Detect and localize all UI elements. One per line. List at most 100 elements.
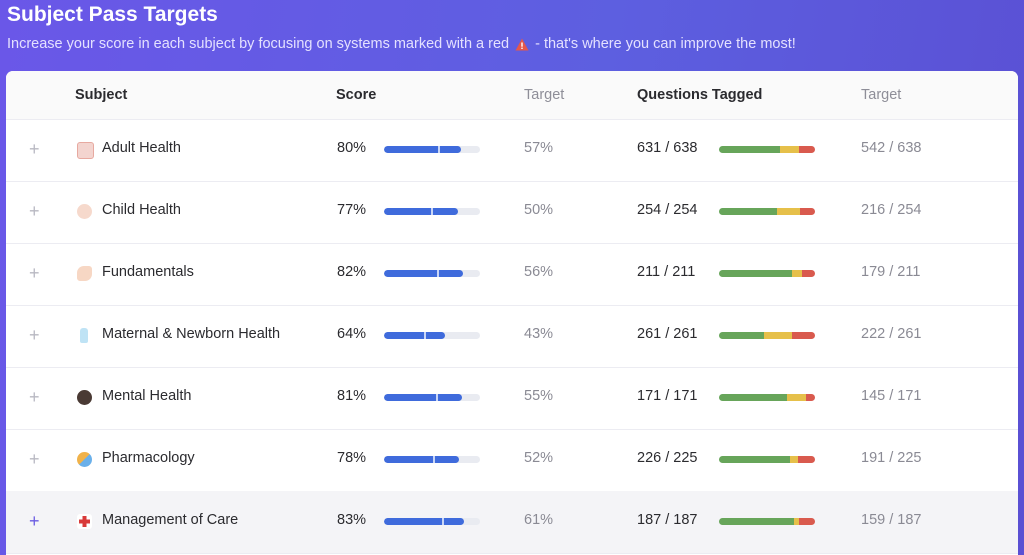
score-target-marker — [431, 208, 433, 215]
score-target-marker — [441, 518, 444, 525]
subtitle-text-after: - that's where you can improve the most! — [535, 36, 796, 52]
distribution-red-segment — [806, 394, 815, 401]
distribution-green-segment — [719, 394, 788, 401]
questions-distribution-bar — [719, 332, 815, 339]
distribution-green-segment — [719, 146, 781, 153]
target-value: 50% — [524, 202, 554, 218]
questions-distribution-bar — [719, 456, 815, 463]
subject-name[interactable]: Fundamentals — [102, 264, 194, 280]
expand-button[interactable]: + — [29, 387, 40, 407]
subject-name[interactable]: Maternal & Newborn Health — [102, 326, 281, 342]
target-questions-value: 145 / 171 — [861, 388, 922, 404]
score-progress-fill — [384, 146, 461, 153]
score-value: 81% — [337, 388, 367, 404]
target-value: 52% — [524, 450, 554, 466]
score-progress-bar — [384, 518, 480, 525]
adult-health-icon — [77, 142, 94, 159]
score-value: 82% — [337, 264, 367, 280]
fundamentals-icon — [77, 266, 92, 281]
table-row[interactable]: + Pharmacology 78% 52% 226 / 225 191 / 225 — [6, 429, 1018, 492]
score-progress-bar — [384, 332, 480, 339]
target-questions-value: 542 / 638 — [861, 140, 922, 156]
pharmacology-icon — [77, 452, 92, 467]
score-progress-bar — [384, 456, 480, 463]
target-value: 56% — [524, 264, 554, 280]
score-progress-fill — [384, 208, 458, 215]
subject-name[interactable]: Adult Health — [102, 140, 181, 156]
score-value: 80% — [337, 140, 367, 156]
subject-name[interactable]: Management of Care — [102, 512, 239, 528]
distribution-yellow-segment — [787, 394, 807, 401]
distribution-yellow-segment — [791, 270, 802, 277]
header-subject[interactable]: Subject — [75, 87, 128, 103]
table-row[interactable]: + Fundamentals 82% 56% 211 / 211 179 / 211 — [6, 243, 1018, 306]
score-progress-fill — [384, 270, 463, 277]
score-value: 78% — [337, 450, 367, 466]
questions-tagged-value: 631 / 638 — [637, 140, 698, 156]
distribution-red-segment — [791, 332, 815, 339]
questions-distribution-bar — [719, 270, 815, 277]
table-row[interactable]: + Maternal & Newborn Health 64% 43% 261 / 26… — [6, 305, 1018, 368]
header-target-questions[interactable]: Target — [861, 87, 902, 103]
distribution-yellow-segment — [790, 456, 798, 463]
target-questions-value: 179 / 211 — [861, 264, 921, 280]
expand-button[interactable]: + — [29, 263, 40, 283]
target-questions-value: 222 / 261 — [861, 326, 922, 342]
subject-name[interactable]: Mental Health — [102, 388, 192, 404]
questions-distribution-bar — [719, 208, 815, 215]
questions-tagged-value: 187 / 187 — [637, 512, 698, 528]
distribution-yellow-segment — [780, 146, 799, 153]
score-progress-fill — [384, 456, 459, 463]
management-of-care-icon — [77, 514, 92, 529]
questions-distribution-bar — [719, 518, 815, 525]
score-progress-bar — [384, 270, 480, 277]
distribution-red-segment — [798, 146, 815, 153]
subject-table: Subject Score Target Questions Tagged Ta… — [6, 71, 1018, 555]
target-questions-value: 191 / 225 — [861, 450, 922, 466]
score-value: 64% — [337, 326, 367, 342]
target-questions-value: 159 / 187 — [861, 512, 922, 528]
score-value: 77% — [337, 202, 367, 218]
score-progress-bar — [384, 208, 480, 215]
expand-button[interactable]: + — [29, 449, 40, 469]
table-row[interactable]: + Child Health 77% 50% 254 / 254 216 / 254 — [6, 181, 1018, 244]
warning-icon — [515, 38, 529, 50]
expand-button[interactable]: + — [29, 511, 40, 531]
expand-button[interactable]: + — [29, 325, 40, 345]
questions-tagged-value: 254 / 254 — [637, 202, 698, 218]
questions-tagged-value: 171 / 171 — [637, 388, 698, 404]
header-questions-tagged[interactable]: Questions Tagged — [637, 87, 763, 103]
header-score[interactable]: Score — [336, 87, 377, 103]
score-target-marker — [432, 456, 435, 463]
expand-button[interactable]: + — [29, 139, 40, 159]
score-progress-bar — [384, 146, 480, 153]
questions-distribution-bar — [719, 146, 815, 153]
table-row[interactable]: + Management of Care 83% 61% 187 / 187 159 / … — [6, 491, 1018, 554]
distribution-green-segment — [719, 332, 765, 339]
score-progress-fill — [384, 332, 446, 339]
score-progress-fill — [384, 394, 462, 401]
questions-tagged-value: 211 / 211 — [637, 264, 696, 280]
expand-button[interactable]: + — [29, 201, 40, 221]
table-row[interactable]: + Mental Health 81% 55% 171 / 171 145 / 171 — [6, 367, 1018, 430]
questions-tagged-value: 261 / 261 — [637, 326, 698, 342]
distribution-green-segment — [719, 456, 791, 463]
child-health-icon — [77, 204, 92, 219]
target-value: 43% — [524, 326, 554, 342]
score-target-marker — [437, 146, 440, 153]
table-header: Subject Score Target Questions Tagged Ta… — [6, 71, 1018, 120]
score-progress-bar — [384, 394, 480, 401]
subject-name[interactable]: Pharmacology — [102, 450, 195, 466]
subject-name[interactable]: Child Health — [102, 202, 181, 218]
target-value: 61% — [524, 512, 554, 528]
distribution-yellow-segment — [764, 332, 792, 339]
table-row[interactable]: + Adult Health 80% 57% 631 / 638 542 / 638 — [6, 119, 1018, 182]
score-progress-fill — [384, 518, 464, 525]
target-questions-value: 216 / 254 — [861, 202, 922, 218]
score-value: 83% — [337, 512, 367, 528]
score-target-marker — [436, 270, 439, 277]
distribution-green-segment — [719, 518, 794, 525]
mental-health-icon — [77, 390, 92, 405]
target-value: 57% — [524, 140, 554, 156]
header-target[interactable]: Target — [524, 87, 565, 103]
